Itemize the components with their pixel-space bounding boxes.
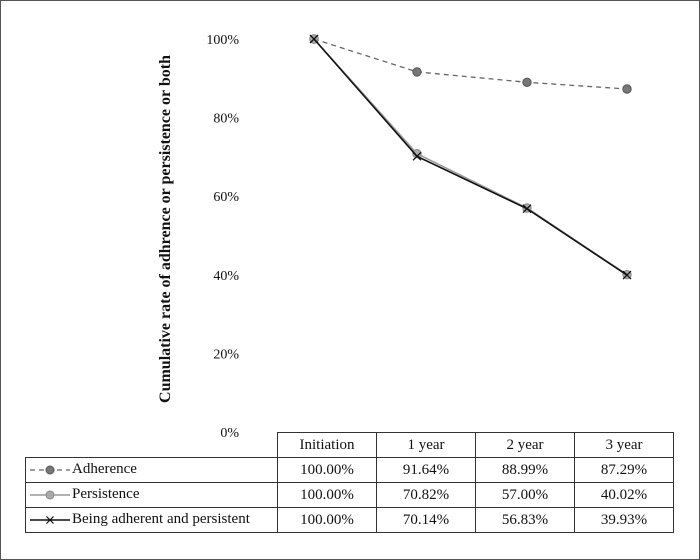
table-cell: 40.02%	[574, 482, 674, 508]
legend-entry-adherent-persistent: Being adherent and persistent	[25, 507, 278, 533]
column-header: 2 year	[475, 432, 575, 458]
y-tick-label: 60%	[213, 190, 239, 205]
series-line	[313, 38, 628, 276]
column-header: 1 year	[376, 432, 476, 458]
table-cell: 57.00%	[475, 482, 575, 508]
series-name: Being adherent and persistent	[72, 511, 250, 528]
y-tick-label: 80%	[213, 112, 239, 127]
data-table: Initiation 1 year 2 year 3 year Adherenc…	[25, 432, 674, 533]
table-cell: 100.00%	[277, 482, 377, 508]
y-tick-label: 40%	[213, 269, 239, 284]
table-row: Being adherent and persistent 100.00% 70…	[25, 507, 674, 533]
table-cell: 70.82%	[376, 482, 476, 508]
series-line	[313, 38, 628, 90]
data-point	[522, 77, 532, 88]
table-cell: 91.64%	[376, 457, 476, 483]
series-name: Adherence	[72, 461, 137, 478]
table-cell: 70.14%	[376, 507, 476, 533]
data-point	[622, 270, 632, 280]
legend-entry-adherence: Adherence	[25, 457, 278, 483]
data-point	[522, 204, 532, 214]
series-line	[313, 38, 628, 276]
table-corner	[25, 432, 278, 458]
y-tick-label: 20%	[213, 347, 239, 362]
y-tick-label: 100%	[206, 33, 239, 48]
table-cell: 100.00%	[277, 457, 377, 483]
table-cell: 56.83%	[475, 507, 575, 533]
data-point	[309, 34, 319, 44]
legend-key-dashed-circle	[30, 465, 70, 475]
column-header: Initiation	[277, 432, 377, 458]
data-point	[622, 84, 632, 94]
table-header-row: Initiation 1 year 2 year 3 year	[25, 432, 674, 458]
column-header: 3 year	[574, 432, 674, 458]
legend-key-gray-circle	[30, 490, 70, 500]
table-row: Adherence 100.00% 91.64% 88.99% 87.29%	[25, 457, 674, 483]
series-name: Persistence	[72, 486, 140, 503]
legend-entry-persistence: Persistence	[25, 482, 278, 508]
table-cell: 100.00%	[277, 507, 377, 533]
data-point	[412, 151, 422, 161]
data-point	[412, 67, 422, 77]
table-cell: 39.93%	[574, 507, 674, 533]
data-point	[412, 149, 422, 159]
table-row: Persistence 100.00% 70.82% 57.00% 40.02%	[25, 482, 674, 508]
table-cell: 87.29%	[574, 457, 674, 483]
table-cell: 88.99%	[475, 457, 575, 483]
legend-key-black-x	[30, 516, 70, 524]
y-axis-label: Cumulative rate of adhrence or persisten…	[157, 55, 174, 403]
